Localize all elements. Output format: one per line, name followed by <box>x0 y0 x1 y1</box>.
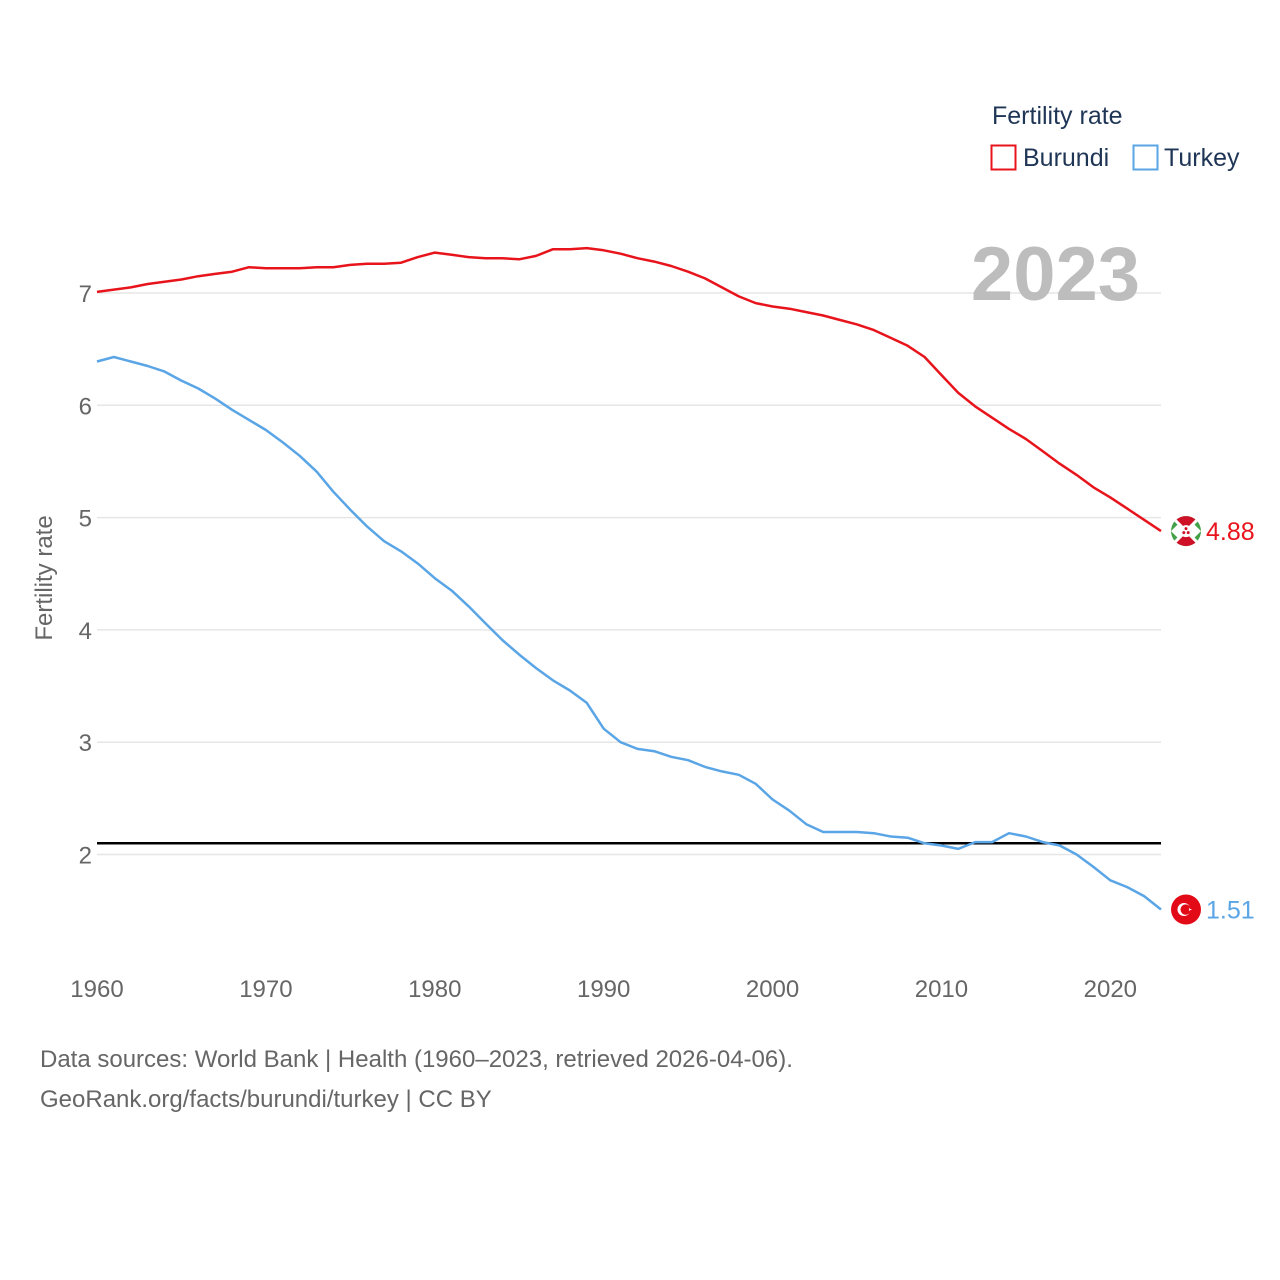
x-tick-label: 1990 <box>577 976 630 1003</box>
burundi-flag-icon <box>1171 516 1201 547</box>
y-tick-label: 5 <box>79 506 92 533</box>
end-markers: 4.88 1.51 <box>1171 516 1255 925</box>
x-tick-label: 2020 <box>1084 976 1137 1003</box>
year-watermark: 2023 <box>971 232 1140 317</box>
gridlines <box>97 292 1161 856</box>
series-line-burundi <box>96 246 1162 533</box>
x-tick-label: 2010 <box>915 976 968 1003</box>
turkey-flag-icon <box>1171 894 1201 925</box>
x-tick-label: 1970 <box>239 976 292 1003</box>
data-source-text: Data sources: World Bank | Health (1960–… <box>40 1046 793 1073</box>
footer: Data sources: World Bank | Health (1960–… <box>40 1040 793 1120</box>
x-tick-label: 2000 <box>746 976 799 1003</box>
y-tick-label: 2 <box>79 843 92 870</box>
source-url-text: GeoRank.org/facts/burundi/turkey | CC BY <box>40 1086 492 1113</box>
x-axis: 1960 1970 1980 1990 2000 2010 2020 <box>70 976 1137 1003</box>
x-tick-label: 1980 <box>408 976 461 1003</box>
series-lines <box>96 246 1162 911</box>
legend-swatch-turkey <box>1132 144 1159 171</box>
legend-item-turkey[interactable]: Turkey <box>1132 144 1240 172</box>
y-tick-label: 6 <box>79 393 92 420</box>
legend-label-turkey: Turkey <box>1164 144 1240 172</box>
legend-title: Fertility rate <box>992 102 1123 130</box>
end-value-label-burundi: 4.88 <box>1206 518 1255 546</box>
y-tick-label: 7 <box>79 281 92 308</box>
y-tick-label: 3 <box>79 730 92 757</box>
y-tick-label: 4 <box>79 618 92 645</box>
end-value-label-turkey: 1.51 <box>1206 897 1255 925</box>
y-axis-label: Fertility rate <box>31 515 58 640</box>
series-line-turkey <box>96 355 1162 911</box>
legend-item-burundi[interactable]: Burundi <box>990 144 1110 172</box>
legend-swatch-burundi <box>990 144 1017 171</box>
legend: Fertility rate Burundi Turkey <box>990 102 1240 172</box>
x-tick-label: 1960 <box>70 976 123 1003</box>
y-axis: 2 3 4 5 6 7 <box>79 281 92 870</box>
legend-label-burundi: Burundi <box>1023 144 1109 172</box>
